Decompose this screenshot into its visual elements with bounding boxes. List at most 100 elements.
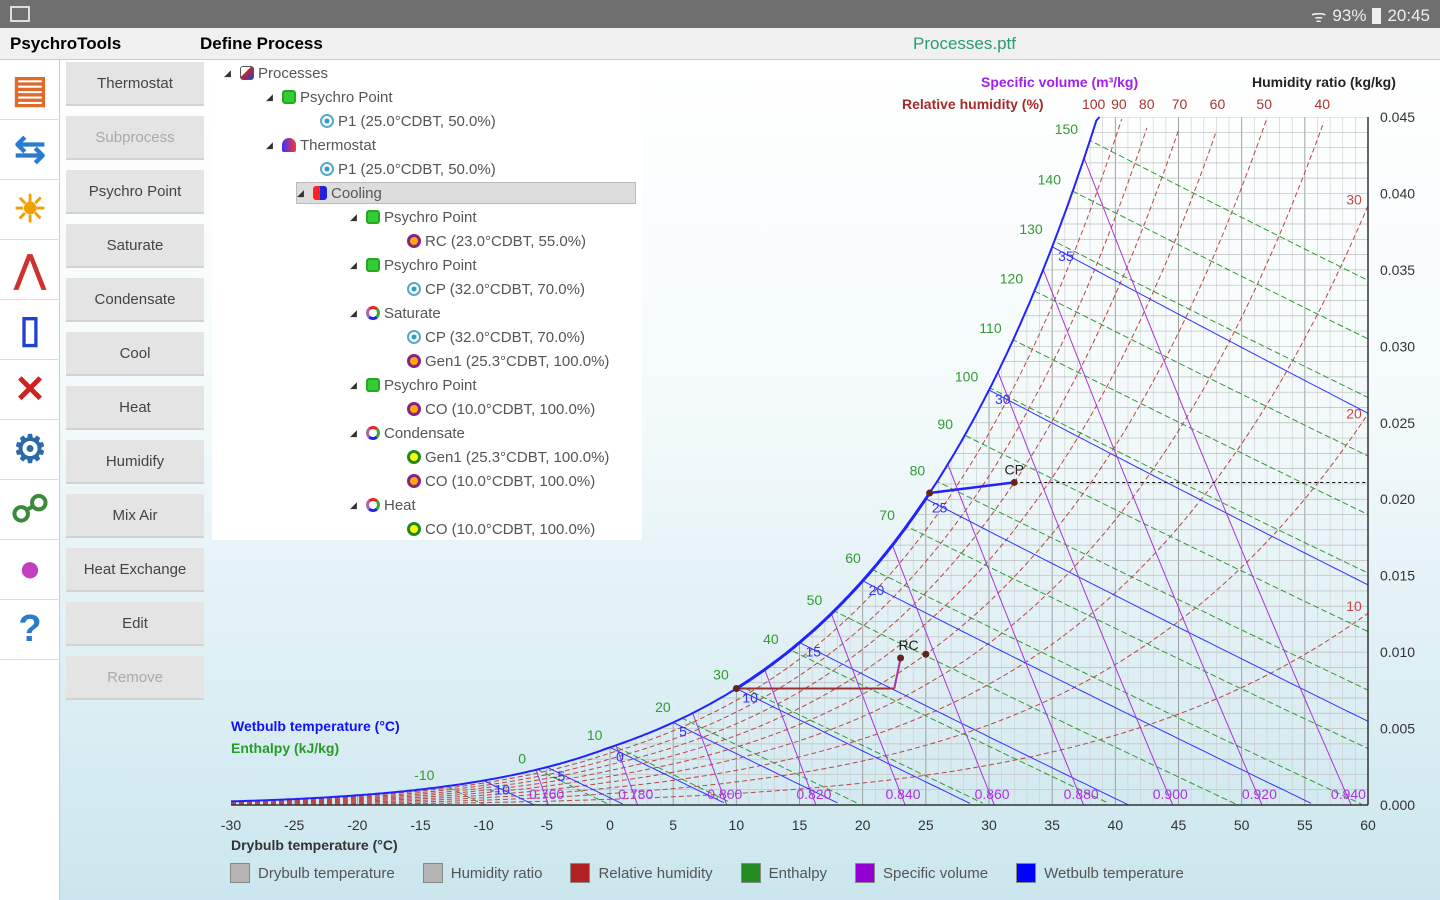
tree-node[interactable]: Gen1 (25.3°CDBT, 100.0%) — [407, 350, 609, 372]
btn-cool[interactable]: Cool — [66, 332, 204, 376]
legend-item[interactable]: Humidity ratio — [422, 863, 542, 883]
legend-item[interactable]: Enthalpy — [740, 863, 828, 883]
sv-tick-label: 0.800 — [707, 786, 742, 802]
sv-tick-label: 0.820 — [796, 786, 831, 802]
x-tick-label: 20 — [855, 817, 871, 833]
legend-item[interactable]: Wetbulb temperature — [1016, 863, 1184, 883]
x-tick-label: 10 — [729, 817, 745, 833]
btn-subprocess[interactable]: Subprocess — [66, 116, 204, 160]
tree-node[interactable]: Gen1 (25.3°CDBT, 100.0%) — [407, 446, 609, 468]
purple-icon — [407, 354, 421, 368]
tree-node[interactable]: CO (10.0°CDBT, 100.0%) — [407, 398, 595, 420]
btn-psychro-point[interactable]: Psychro Point — [66, 170, 204, 214]
specific-volume-line — [1073, 132, 1352, 805]
legend-swatch — [230, 863, 250, 883]
tree-node[interactable]: CO (10.0°CDBT, 100.0%) — [407, 470, 595, 492]
btn-heat-exchange[interactable]: Heat Exchange — [66, 548, 204, 592]
tree-node[interactable]: ◢ Psychro Point — [266, 86, 393, 108]
color-wheel-icon[interactable]: ● — [0, 540, 60, 600]
x-tick-label: 45 — [1171, 817, 1187, 833]
enthalpy-line — [231, 553, 731, 803]
btn-remove[interactable]: Remove — [66, 656, 204, 700]
x-tick-label: 0 — [606, 817, 614, 833]
tree-node[interactable]: RC (23.0°CDBT, 55.0%) — [407, 230, 586, 252]
legend-label: Enthalpy — [768, 864, 828, 882]
btn-saturate[interactable]: Saturate — [66, 224, 204, 268]
calculator-icon[interactable]: ▤ — [0, 60, 60, 120]
tree-node[interactable]: ◢ Processes — [224, 62, 328, 84]
y-tick-label: 0.025 — [1380, 415, 1415, 431]
sv-tick-label: 0.920 — [1242, 786, 1277, 802]
btn-condensate[interactable]: Condensate — [66, 278, 204, 322]
distribution-icon[interactable]: ⋀ — [0, 240, 60, 300]
tree-node[interactable]: ◢ Psychro Point — [350, 206, 477, 228]
y-tick-label: 0.040 — [1380, 185, 1415, 201]
legend-item[interactable]: Drybulb temperature — [230, 863, 395, 883]
x-tick-label: 25 — [918, 817, 934, 833]
expand-icon[interactable]: ◢ — [297, 187, 304, 198]
tree-node[interactable]: CP (32.0°CDBT, 70.0%) — [407, 326, 585, 348]
tree-node[interactable]: ◢ Saturate — [350, 302, 441, 324]
expand-icon[interactable]: ◢ — [350, 427, 357, 438]
gear-icon[interactable]: ⚙ — [0, 420, 60, 480]
tree-node[interactable]: ◢ Psychro Point — [350, 254, 477, 276]
expand-icon[interactable]: ◢ — [350, 259, 357, 270]
expand-icon[interactable]: ◢ — [350, 379, 357, 390]
expand-icon[interactable]: ◢ — [350, 211, 357, 222]
tree-node-label: Gen1 (25.3°CDBT, 100.0%) — [425, 448, 610, 466]
enthalpy-tick-label: 60 — [845, 550, 861, 566]
enthalpy-tick-label: 20 — [655, 699, 671, 715]
process-button-column: Thermostat Subprocess Psychro Point Saturat… — [66, 62, 204, 710]
sun-icon[interactable]: ☀ — [0, 180, 60, 240]
green-icon — [407, 522, 421, 536]
x-tick-label: 35 — [1044, 817, 1060, 833]
tree-node-label: Processes — [258, 64, 329, 82]
enthalpy-tick-label: 80 — [910, 462, 926, 478]
tree-node[interactable]: ◢ Thermostat — [266, 134, 376, 156]
y-tick-label: 0.005 — [1380, 721, 1415, 737]
tree-node[interactable]: ◢ Heat — [350, 494, 416, 516]
btn-heat[interactable]: Heat — [66, 386, 204, 430]
exchange-icon[interactable]: ✕ — [0, 360, 60, 420]
legend-item[interactable]: Specific volume — [855, 863, 988, 883]
wifi-icon: ᯤ — [1310, 7, 1327, 26]
expand-icon[interactable]: ◢ — [266, 139, 273, 150]
btn-thermostat[interactable]: Thermostat — [66, 62, 204, 106]
tree-node[interactable]: ◢ Cooling — [296, 182, 636, 204]
enthalpy-tick-label: 140 — [1038, 171, 1062, 187]
expand-icon[interactable]: ◢ — [350, 499, 357, 510]
tree-node[interactable]: CO (10.0°CDBT, 100.0%) — [407, 518, 595, 540]
tree-node[interactable]: P1 (25.0°CDBT, 50.0%) — [320, 158, 496, 180]
tree-node[interactable]: ◢ Psychro Point — [350, 374, 477, 396]
tree-node-label: Thermostat — [300, 136, 376, 154]
document-icon[interactable]: ▯ — [0, 300, 60, 360]
legend-swatch — [570, 863, 591, 883]
expand-icon[interactable]: ◢ — [266, 91, 273, 102]
expand-icon[interactable]: ◢ — [224, 67, 231, 78]
rh-line — [231, 130, 1179, 803]
rh-line — [231, 612, 1368, 805]
tree-node-label: P1 (25.0°CDBT, 50.0%) — [338, 112, 496, 130]
tree-node-label: Cooling — [331, 184, 382, 202]
help-icon[interactable]: ? — [0, 600, 60, 660]
x-tick-label: 50 — [1234, 817, 1250, 833]
process-icon[interactable]: ⇆ — [0, 120, 60, 180]
legend-item[interactable]: Relative humidity — [570, 863, 713, 883]
expand-icon[interactable]: ◢ — [350, 307, 357, 318]
tree-node[interactable]: CP (32.0°CDBT, 70.0%) — [407, 278, 585, 300]
legend-swatch — [422, 863, 443, 883]
purple-icon — [407, 402, 421, 416]
btn-humidify[interactable]: Humidify — [66, 440, 204, 484]
wetbulb-label: Wetbulb temperature (°C) — [231, 718, 400, 734]
tree-node[interactable]: P1 (25.0°CDBT, 50.0%) — [320, 110, 496, 132]
legend-label: Wetbulb temperature — [1044, 864, 1184, 882]
btn-mix-air[interactable]: Mix Air — [66, 494, 204, 538]
process-tree[interactable]: ◢ Processes ◢ Psychro Point P1 (25.0°CDBT, 5… — [212, 62, 642, 540]
btn-edit[interactable]: Edit — [66, 602, 204, 646]
enthalpy-tick-label: 130 — [1019, 221, 1043, 237]
legend-swatch — [1016, 863, 1037, 883]
tree-node[interactable]: ◢ Condensate — [350, 422, 465, 444]
square-icon — [282, 90, 296, 104]
nodes-icon[interactable]: ☍ — [0, 480, 60, 540]
purple-icon — [407, 474, 421, 488]
